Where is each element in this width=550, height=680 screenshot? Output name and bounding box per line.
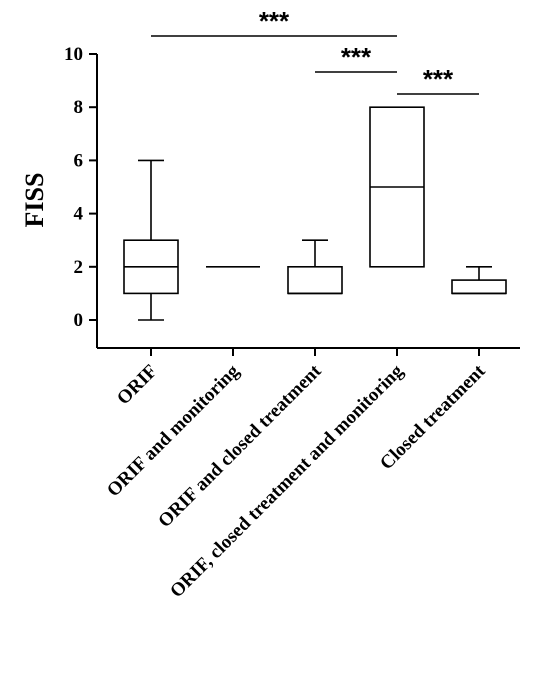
box-plot-item — [287, 239, 343, 295]
significance-label: *** — [423, 64, 454, 94]
y-tick-label: 8 — [74, 97, 84, 118]
x-tick-label: ORIF and closed treatment — [154, 360, 326, 532]
box-rect — [451, 279, 507, 295]
significance-brackets: *** *** *** — [151, 6, 479, 95]
box-plot-item — [369, 106, 425, 268]
y-tick-label: 6 — [74, 150, 84, 171]
box-rect — [287, 265, 343, 295]
significance-label: *** — [341, 42, 372, 72]
x-tick-label: ORIF — [113, 361, 161, 409]
box-plot-item — [123, 159, 179, 321]
box-plot-item — [451, 265, 507, 295]
y-tick-label: 10 — [64, 44, 83, 65]
significance-bracket: *** — [397, 64, 479, 95]
boxes — [123, 106, 507, 321]
y-tick-label: 2 — [74, 257, 84, 278]
significance-label: *** — [259, 6, 290, 36]
significance-bracket: *** — [151, 6, 397, 37]
y-axis: 0 2 4 6 8 10 — [64, 44, 98, 348]
y-tick-label: 0 — [74, 310, 84, 331]
significance-bracket: *** — [315, 42, 397, 73]
y-axis-title: FISS — [20, 173, 49, 228]
y-tick-label: 4 — [74, 204, 84, 225]
x-tick-label: ORIF and monitoring — [103, 360, 244, 501]
